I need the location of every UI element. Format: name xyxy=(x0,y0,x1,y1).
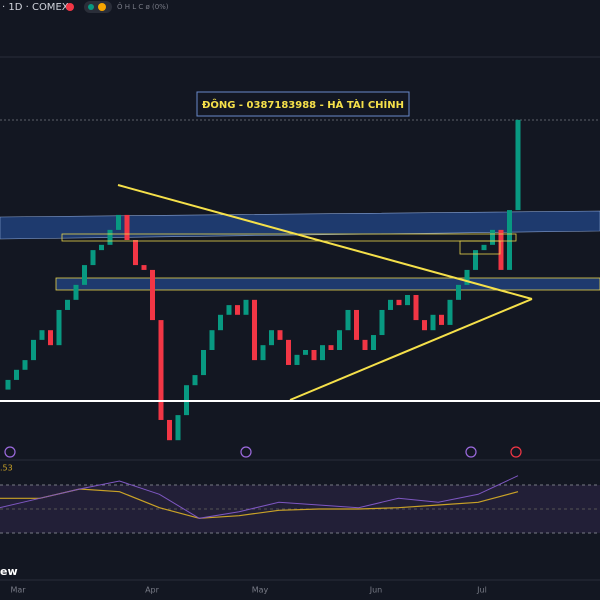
candle xyxy=(507,210,512,270)
candle xyxy=(14,369,19,380)
symbol: · 1D · COMEX xyxy=(2,2,69,13)
candle xyxy=(150,269,155,321)
ohlc: Ô H L C ø (0%) xyxy=(117,2,169,11)
candle xyxy=(439,314,444,325)
candle xyxy=(218,314,223,331)
trendline xyxy=(117,184,533,300)
icon xyxy=(88,4,94,10)
candle xyxy=(175,415,181,441)
candle xyxy=(107,229,113,245)
event-icon[interactable] xyxy=(240,446,252,458)
candle xyxy=(337,330,342,350)
zone xyxy=(55,277,600,291)
candle xyxy=(354,309,359,340)
annotation-box xyxy=(196,91,410,117)
candle xyxy=(192,375,198,386)
candle xyxy=(294,354,300,365)
box xyxy=(61,233,517,242)
event-icon[interactable] xyxy=(510,446,522,458)
event-icon[interactable] xyxy=(465,446,477,458)
candle xyxy=(464,269,470,285)
candle xyxy=(413,295,419,321)
candle xyxy=(252,299,257,361)
candle xyxy=(345,309,351,331)
candle xyxy=(99,244,104,251)
candle xyxy=(116,214,121,230)
candle xyxy=(141,265,147,270)
candle xyxy=(209,330,215,350)
candle xyxy=(90,250,96,266)
icon xyxy=(66,3,74,11)
zone xyxy=(0,210,600,240)
candle xyxy=(31,339,36,361)
rsi-value: .53 xyxy=(0,464,13,473)
candle xyxy=(82,265,87,285)
candle xyxy=(303,350,308,355)
candle xyxy=(328,345,334,350)
corner-text: ew xyxy=(0,565,18,578)
candle xyxy=(422,320,427,331)
candle xyxy=(73,284,79,300)
candle xyxy=(56,309,62,346)
rsi-line xyxy=(0,475,519,519)
candle xyxy=(362,339,368,350)
candle xyxy=(48,330,53,346)
candle xyxy=(498,229,504,270)
candle xyxy=(167,419,172,441)
candle xyxy=(158,320,164,420)
x-tick-label: Mar xyxy=(10,586,26,595)
x-tick-label: Jul xyxy=(476,586,487,595)
candle xyxy=(320,345,325,361)
candle xyxy=(201,350,206,376)
candle xyxy=(39,330,45,340)
candle xyxy=(235,305,240,315)
trendline xyxy=(289,298,533,401)
candle xyxy=(133,240,138,266)
candle xyxy=(277,330,283,340)
candle xyxy=(286,339,291,365)
candle xyxy=(490,229,495,245)
candle xyxy=(405,295,410,306)
candle xyxy=(388,299,393,310)
x-tick-label: Apr xyxy=(145,586,160,595)
event-icon[interactable] xyxy=(4,446,16,458)
candle xyxy=(473,250,478,270)
annotation: ĐÔNG - 0387183988 - HÀ TÀI CHÍNH xyxy=(202,98,404,111)
x-tick-label: May xyxy=(252,586,269,595)
candle xyxy=(5,379,11,390)
candle xyxy=(515,119,521,211)
candle xyxy=(456,284,461,300)
candle xyxy=(311,350,317,361)
candle xyxy=(371,335,376,350)
rsi-ma xyxy=(0,488,519,519)
candle xyxy=(22,360,28,370)
candle xyxy=(65,299,70,310)
icon xyxy=(98,3,106,11)
candle xyxy=(243,299,249,315)
candle xyxy=(447,299,453,325)
candle xyxy=(269,330,274,346)
candle xyxy=(226,305,232,315)
candle xyxy=(379,309,385,336)
box xyxy=(459,240,501,255)
candle xyxy=(481,244,487,251)
candle xyxy=(124,214,130,240)
candle xyxy=(430,314,436,331)
candle xyxy=(396,299,402,306)
candle xyxy=(260,345,266,361)
x-tick-label: Jun xyxy=(369,586,383,595)
